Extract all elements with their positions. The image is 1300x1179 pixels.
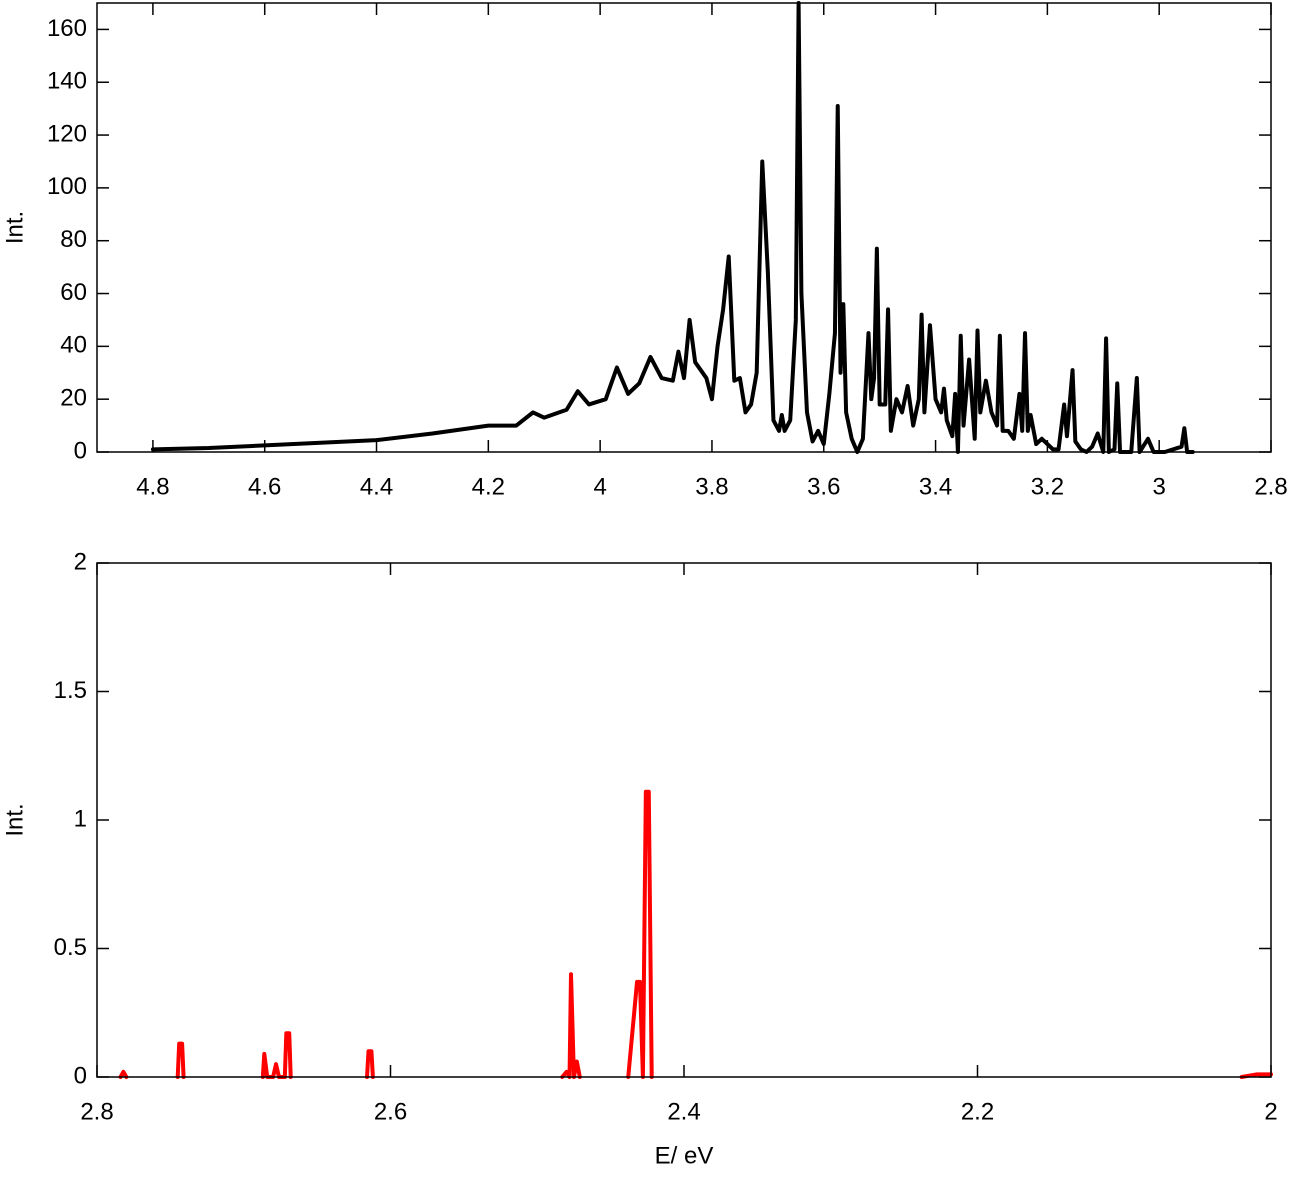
x-axis-label: E/ eV — [655, 1142, 714, 1169]
y-axis-label: Int. — [1, 211, 28, 244]
y-tick-label: 0.5 — [54, 934, 87, 961]
data-line — [118, 789, 1273, 1079]
y-tick-label: 80 — [60, 226, 87, 253]
x-tick-label: 3.8 — [695, 473, 728, 500]
y-axis-label: Int. — [1, 803, 28, 836]
y-tick-label: 100 — [47, 173, 87, 200]
y-tick-label: 160 — [47, 15, 87, 42]
x-tick-label: 3.2 — [1031, 473, 1064, 500]
y-tick-label: 20 — [60, 385, 87, 412]
x-tick-label: 4.4 — [360, 473, 393, 500]
x-tick-label: 2.2 — [961, 1098, 994, 1125]
x-tick-label: 4.2 — [472, 473, 505, 500]
y-tick-label: 60 — [60, 279, 87, 306]
y-tick-label: 1.5 — [54, 677, 87, 704]
x-tick-label: 4.8 — [136, 473, 169, 500]
x-tick-label: 2.4 — [667, 1098, 700, 1125]
x-tick-label: 4.6 — [248, 473, 281, 500]
x-tick-label: 2.8 — [1254, 473, 1287, 500]
y-tick-label: 120 — [47, 120, 87, 147]
plot-frame — [96, 2, 1272, 453]
y-tick-label: 40 — [60, 332, 87, 359]
x-tick-label: 3 — [1153, 473, 1166, 500]
x-tick-label: 2.8 — [80, 1098, 113, 1125]
y-tick-label: 0 — [74, 437, 87, 464]
y-tick-label: 1 — [74, 805, 87, 832]
x-tick-label: 2.6 — [374, 1098, 407, 1125]
x-tick-label: 4 — [593, 473, 606, 500]
y-tick-label: 0 — [74, 1062, 87, 1089]
x-tick-label: 3.4 — [919, 473, 952, 500]
x-tick-label: 3.6 — [807, 473, 840, 500]
plot-frame — [96, 562, 1272, 1078]
y-tick-label: 140 — [47, 68, 87, 95]
x-tick-label: 2 — [1264, 1098, 1277, 1125]
data-line — [153, 3, 1243, 452]
y-tick-label: 2 — [74, 548, 87, 575]
